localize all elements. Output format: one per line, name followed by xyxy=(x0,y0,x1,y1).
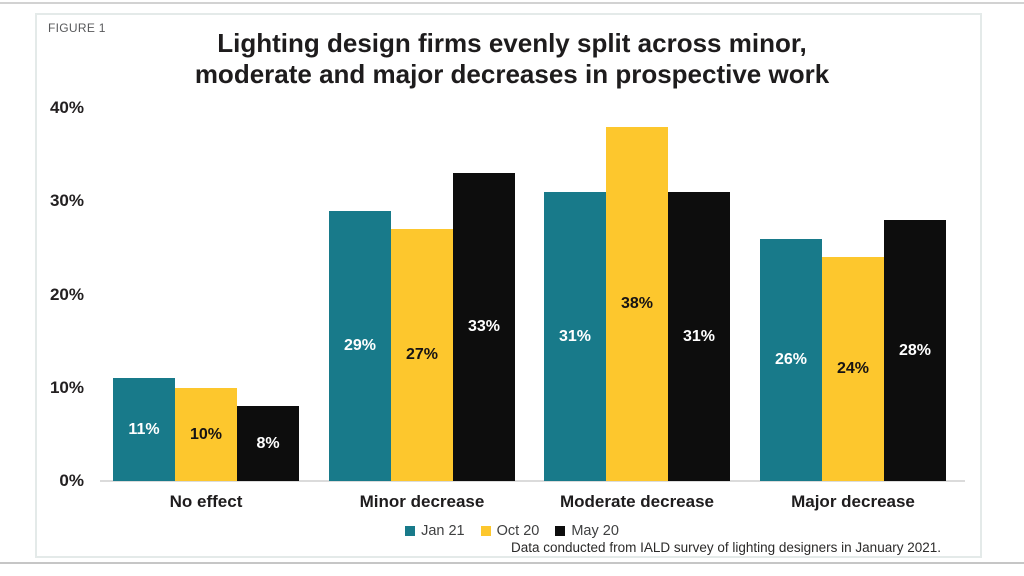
x-axis-baseline xyxy=(100,480,965,482)
category-label: Minor decrease xyxy=(359,492,485,511)
bar-may-20: 8% xyxy=(237,406,299,481)
y-axis-tick-label: 0% xyxy=(59,471,84,490)
bar-cluster: 29% 27% 33% xyxy=(329,0,515,481)
bar-value-label: 29% xyxy=(343,337,377,354)
legend-swatch-icon xyxy=(405,526,416,536)
bar-jan-21: 31% xyxy=(544,192,606,481)
chart-legend: Jan 21 Oct 20 May 20 xyxy=(0,523,1024,539)
bar-cluster: 26% 24% 28% xyxy=(760,0,946,481)
bar-may-20: 31% xyxy=(668,192,730,481)
bar-group-minor-decrease: 29% 27% 33% Minor decrease xyxy=(329,0,515,530)
chart-title-line2: moderate and major decreases in prospect… xyxy=(194,59,830,89)
bar-oct-20: 38% xyxy=(606,127,668,481)
bar-oct-20: 10% xyxy=(175,388,237,481)
legend-item-jan-21: Jan 21 xyxy=(405,523,465,539)
source-footnote: Data conducted from IALD survey of light… xyxy=(511,540,941,555)
legend-label: Oct 20 xyxy=(496,523,540,539)
figure-number-label: FIGURE 1 xyxy=(48,21,106,35)
bar-cluster: 31% 38% 31% xyxy=(544,0,730,481)
bar-value-label: 8% xyxy=(256,434,280,452)
bar-value-label: 38% xyxy=(620,295,654,312)
chart-title-line1: Lighting design firms evenly split acros… xyxy=(217,28,807,58)
bottom-divider xyxy=(0,562,1024,564)
legend-label: May 20 xyxy=(571,523,619,539)
bar-value-label: 31% xyxy=(558,327,592,345)
bar-may-20: 33% xyxy=(453,173,515,481)
bar-oct-20: 24% xyxy=(822,257,884,481)
bar-oct-20: 27% xyxy=(391,229,453,481)
bar-jan-21: 29% xyxy=(329,211,391,481)
bar-group-major-decrease: 26% 24% 28% Major decrease xyxy=(760,0,946,530)
bar-value-label: 28% xyxy=(898,341,932,359)
bar-value-label: 26% xyxy=(774,351,808,368)
bar-cluster: 11% 10% 8% xyxy=(113,0,299,481)
bar-jan-21: 26% xyxy=(760,239,822,481)
chart-title: Lighting design firms evenly split acros… xyxy=(112,28,912,90)
bar-value-label: 10% xyxy=(189,425,223,443)
bar-may-20: 28% xyxy=(884,220,946,481)
bar-value-label: 33% xyxy=(467,318,501,335)
legend-swatch-icon xyxy=(480,526,491,536)
top-divider xyxy=(0,2,1024,4)
bar-value-label: 24% xyxy=(836,360,870,377)
y-axis-tick-label: 10% xyxy=(49,377,84,397)
bar-value-label: 27% xyxy=(405,346,439,363)
legend-label: Jan 21 xyxy=(421,523,465,539)
bar-value-label: 31% xyxy=(682,327,716,345)
y-axis-tick-label: 20% xyxy=(49,284,84,304)
bar-jan-21: 11% xyxy=(113,378,175,481)
category-label: No effect xyxy=(169,492,243,511)
bar-group-moderate-decrease: 31% 38% 31% Moderate decrease xyxy=(544,0,730,530)
y-axis-tick-label: 30% xyxy=(49,191,84,211)
bar-group-no-effect: 11% 10% 8% No effect xyxy=(113,0,299,530)
category-label: Major decrease xyxy=(791,492,915,511)
y-axis-tick-label: 40% xyxy=(49,98,84,117)
legend-swatch-icon xyxy=(555,526,566,536)
legend-item-oct-20: Oct 20 xyxy=(480,523,540,539)
legend-item-may-20: May 20 xyxy=(555,523,619,539)
category-label: Moderate decrease xyxy=(559,492,715,511)
bar-value-label: 11% xyxy=(128,420,160,438)
